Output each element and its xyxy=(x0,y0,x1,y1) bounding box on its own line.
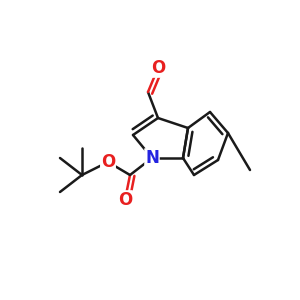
Text: N: N xyxy=(145,149,159,167)
Text: O: O xyxy=(101,153,115,171)
Text: O: O xyxy=(118,191,132,209)
Text: O: O xyxy=(151,59,165,77)
